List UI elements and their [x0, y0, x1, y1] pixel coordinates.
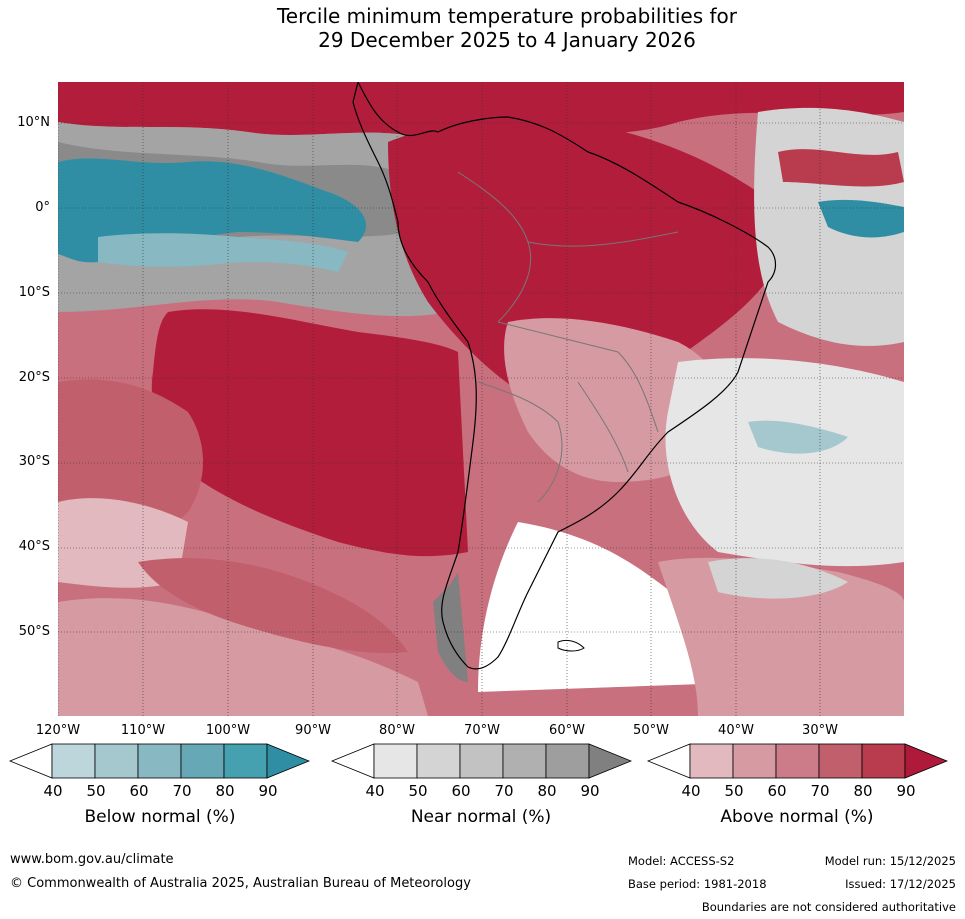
region-atlantic-red-patch [778, 149, 904, 187]
copyright: © Commonwealth of Australia 2025, Austra… [10, 876, 471, 891]
lat-label: 50°S [18, 624, 50, 639]
region-south-mid [138, 558, 408, 653]
probability-map [58, 82, 904, 716]
colorbar-swatch [51, 743, 96, 779]
lon-label: 100°W [205, 723, 251, 738]
tick-label: 70 [810, 782, 830, 800]
lat-label: 10°N [17, 115, 50, 130]
region-atlantic-below [748, 420, 848, 454]
region-continent-north-red [388, 118, 781, 406]
colorbar-swatch [775, 743, 820, 779]
tick-label: 40 [43, 782, 63, 800]
tick-label: 50 [724, 782, 744, 800]
region-below-normal-light [98, 233, 348, 272]
region-north-red [58, 82, 904, 142]
boundaries-disclaimer: Boundaries are not considered authoritat… [701, 900, 956, 914]
colorbar-swatch [94, 743, 139, 779]
colorbar-swatch [459, 743, 504, 779]
colorbar-swatch [137, 743, 182, 779]
colorbar-above [646, 743, 948, 779]
colorbar-below [8, 743, 310, 779]
colorbar-swatch [416, 743, 461, 779]
lon-label: 30°W [802, 723, 838, 738]
legend-label-near: Near normal (%) [410, 807, 552, 827]
lon-label: 70°W [464, 723, 500, 738]
region-atlantic-teal [818, 199, 904, 238]
colorbar-swatch [861, 743, 906, 779]
legend-label-above: Above normal (%) [720, 807, 874, 827]
tick-label: 60 [129, 782, 149, 800]
lat-label: 10°S [18, 285, 50, 300]
colorbar-near [330, 743, 632, 779]
colorbar-swatch [689, 743, 734, 779]
title-line-2: 29 December 2025 to 4 January 2026 [318, 28, 696, 52]
tick-label: 70 [172, 782, 192, 800]
country-boundaries [457, 171, 679, 503]
colorbar-swatch [373, 743, 418, 779]
tick-label: 50 [408, 782, 428, 800]
tick-label: 60 [767, 782, 787, 800]
colorbar-extend-high [266, 743, 310, 779]
model-run: Model run: 15/12/2025 [824, 854, 956, 868]
tick-label: 90 [580, 782, 600, 800]
tick-label: 50 [86, 782, 106, 800]
colorbar-swatch [818, 743, 863, 779]
lat-label: 0° [35, 200, 50, 215]
lon-label: 40°W [718, 723, 754, 738]
region-sw-atlantic [658, 557, 904, 716]
website-link[interactable]: www.bom.gov.au/climate [10, 852, 174, 867]
model-info: Model: ACCESS-S2 [628, 854, 735, 868]
colorbar-extend-low [330, 743, 375, 779]
falkland-islands [557, 639, 585, 652]
region-andes-grey [433, 572, 468, 682]
lon-label: 50°W [633, 723, 669, 738]
region-far-south [58, 598, 428, 716]
map-title: Tercile minimum temperature probabilitie… [0, 4, 965, 52]
colorbar-swatch [545, 743, 590, 779]
region-se-pacific-red [151, 309, 469, 557]
tick-label: 80 [215, 782, 235, 800]
tick-label: 40 [365, 782, 385, 800]
issued-date: Issued: 17/12/2025 [845, 877, 956, 891]
lat-label: 20°S [18, 370, 50, 385]
lon-label: 120°W [35, 723, 81, 738]
lon-label: 60°W [549, 723, 585, 738]
tick-label: 40 [681, 782, 701, 800]
base-period: Base period: 1981-2018 [628, 877, 767, 891]
tick-label: 70 [494, 782, 514, 800]
colorbar-extend-high [904, 743, 948, 779]
tick-label: 80 [853, 782, 873, 800]
map-canvas [58, 82, 904, 716]
gridlines [58, 82, 904, 716]
legend-label-below: Below normal (%) [84, 807, 236, 827]
colorbar-swatch [502, 743, 547, 779]
colorbar-swatch [180, 743, 225, 779]
title-line-1: Tercile minimum temperature probabilitie… [276, 4, 738, 28]
colorbar-swatch [223, 743, 268, 779]
tick-label: 80 [537, 782, 557, 800]
region-south-atlantic-light [665, 358, 904, 567]
colorbar-extend-low [646, 743, 691, 779]
tick-label: 90 [258, 782, 278, 800]
colorbar-extend-high [588, 743, 632, 779]
lon-label: 90°W [295, 723, 331, 738]
coastline-south-america [352, 82, 777, 670]
lat-label: 30°S [18, 454, 50, 469]
tick-label: 90 [896, 782, 916, 800]
lon-label: 80°W [379, 723, 415, 738]
region-sw-atlantic-grey [708, 558, 848, 599]
lat-label: 40°S [18, 539, 50, 554]
tick-label: 60 [451, 782, 471, 800]
lon-label: 110°W [120, 723, 166, 738]
colorbar-swatch [732, 743, 777, 779]
colorbar-extend-low [8, 743, 53, 779]
